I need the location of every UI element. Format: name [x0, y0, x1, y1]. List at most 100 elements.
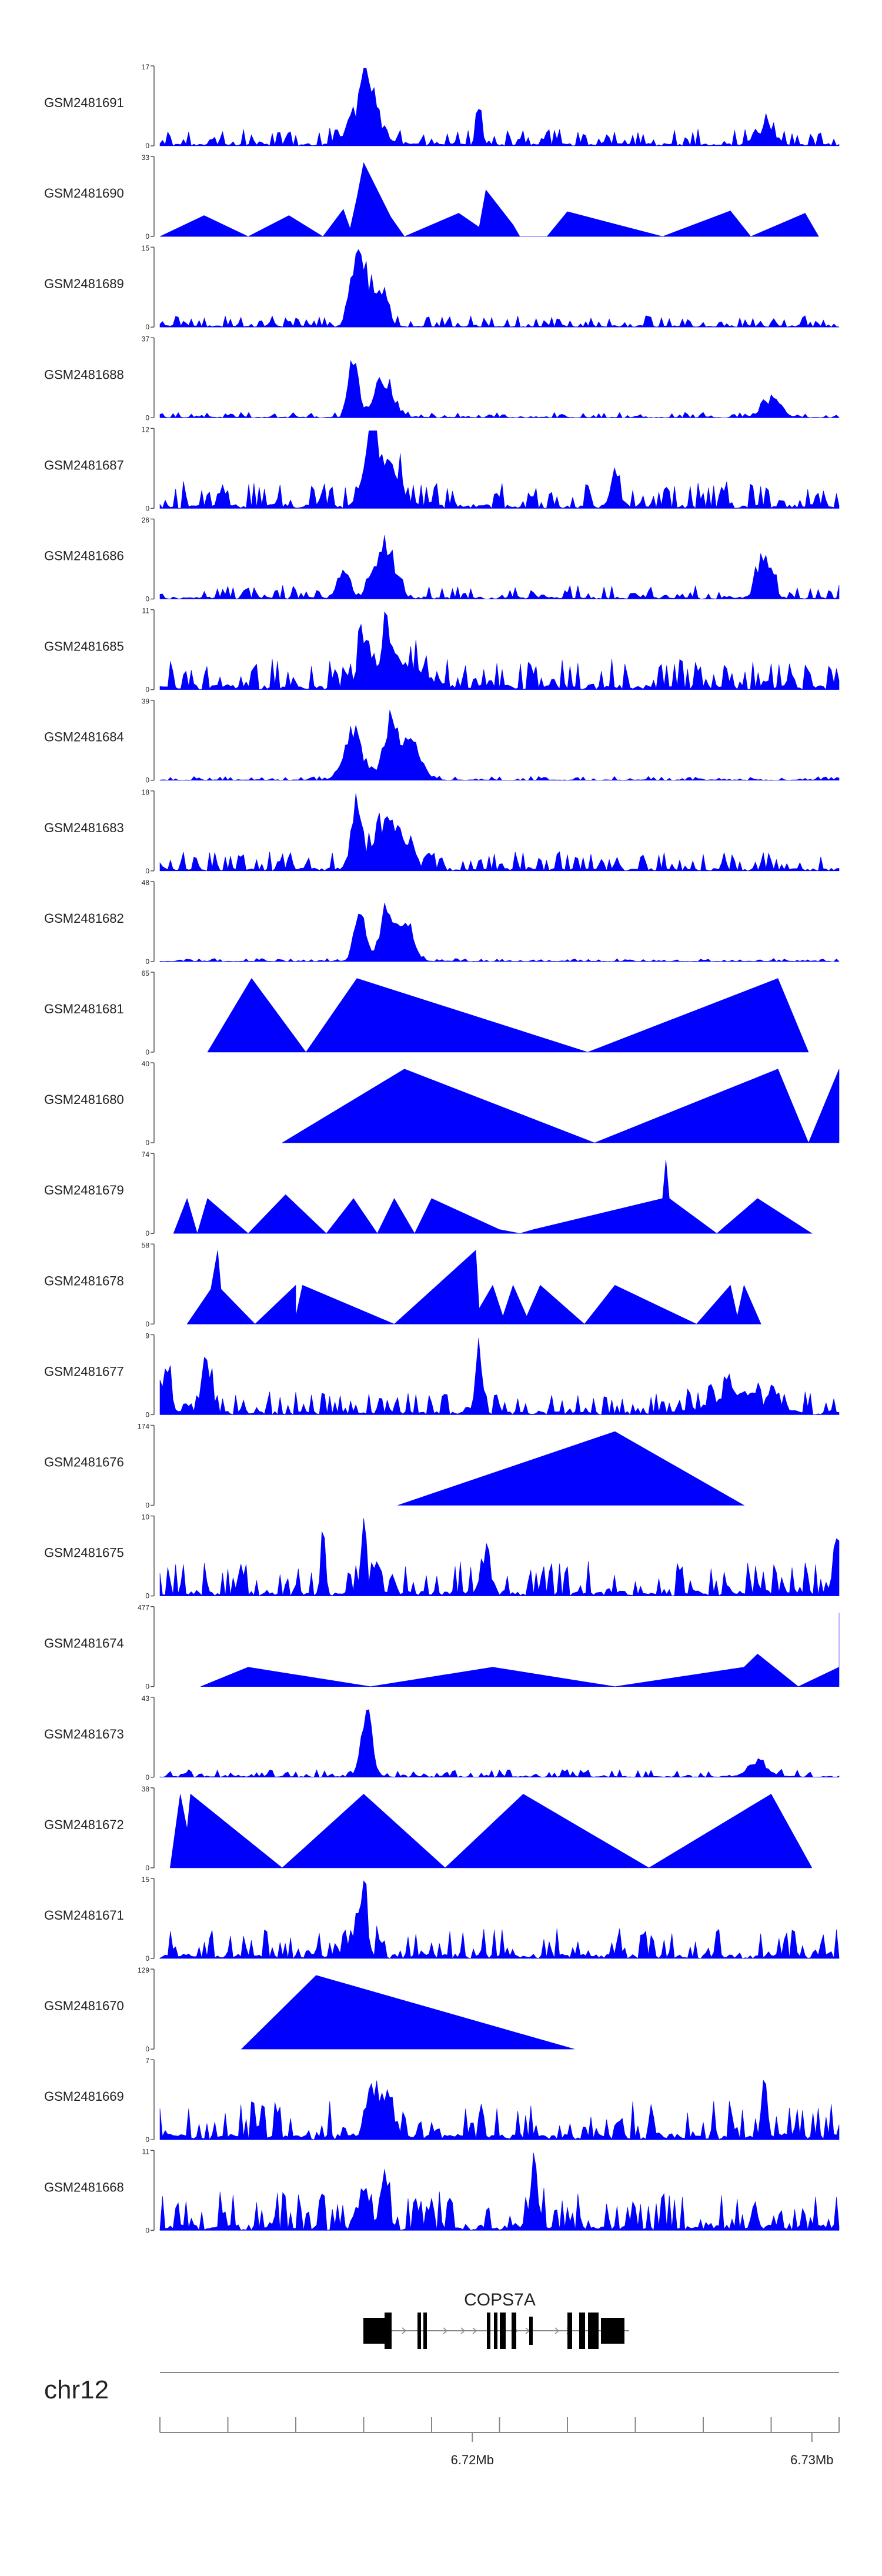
track-ymin-label: 0: [145, 957, 149, 966]
track-signal-area: [397, 1431, 745, 1506]
track-label: GSM2481683: [44, 820, 124, 835]
track-ymax-label: 11: [142, 2147, 150, 2155]
track-label: GSM2481682: [44, 911, 124, 926]
gene-strand-arrow: [402, 2327, 407, 2334]
gene-exon: [500, 2313, 506, 2349]
track-ymin-label: 0: [145, 2135, 149, 2144]
track-label: GSM2481672: [44, 1817, 124, 1832]
track-label: GSM2481691: [44, 95, 124, 110]
track-ymax-label: 48: [142, 879, 150, 887]
track-signal-area: [207, 978, 809, 1053]
gene-exon: [588, 2313, 593, 2349]
track-GSM2481685: GSM2481685 11 0: [44, 607, 840, 694]
gene-exon: [494, 2313, 497, 2349]
track-ymax-label: 38: [142, 1785, 150, 1793]
gene-exon: [423, 2313, 427, 2349]
track-label: GSM2481679: [44, 1183, 124, 1197]
gene-exon: [567, 2313, 572, 2349]
track-GSM2481691: GSM2481691 17 0: [44, 63, 840, 150]
gene-strand-arrow: [554, 2327, 560, 2334]
gene-label: COPS7A: [464, 2290, 536, 2310]
track-ymin-label: 0: [145, 1410, 149, 1419]
track-label: GSM2481689: [44, 276, 124, 291]
track-signal-area: [159, 431, 840, 509]
track-signal-area: [159, 1709, 840, 1778]
track-ymax-label: 26: [142, 516, 150, 525]
axis-tick-label: 6.73Mb: [790, 2452, 833, 2467]
track-ymin-label: 0: [145, 1229, 149, 1237]
track-label: GSM2481671: [44, 1908, 124, 1923]
track-label: GSM2481676: [44, 1455, 124, 1470]
track-ymin-label: 0: [145, 1683, 149, 1691]
track-GSM2481686: GSM2481686 26 0: [44, 516, 840, 603]
track-GSM2481671: GSM2481671 15 0: [44, 1876, 840, 1963]
track-ymin-label: 0: [145, 1954, 149, 1963]
track-signal-area: [159, 793, 840, 872]
gene-exon: [363, 2318, 385, 2344]
track-ymax-label: 174: [138, 1423, 149, 1431]
gene-exon: [417, 2313, 421, 2349]
track-GSM2481675: GSM2481675 10 0: [44, 1513, 840, 1600]
track-signal-area: [240, 1975, 574, 2050]
gene-exon: [385, 2313, 392, 2349]
track-GSM2481687: GSM2481687 12 0: [44, 425, 840, 512]
track-signal-area: [159, 1518, 840, 1597]
track-ymax-label: 7: [145, 2057, 149, 2065]
track-label: GSM2481668: [44, 2180, 124, 2194]
track-ymin-label: 0: [145, 1864, 149, 1872]
track-signal-area: [159, 535, 840, 599]
track-ymin-label: 0: [145, 776, 149, 785]
track-GSM2481680: GSM2481680 40 0: [44, 1060, 840, 1147]
track-ymin-label: 0: [145, 413, 149, 422]
track-signal-area: [159, 710, 840, 781]
track-ymin-label: 0: [145, 232, 149, 241]
axis-tick-label: 6.72Mb: [451, 2452, 494, 2467]
gene-exon: [579, 2313, 585, 2349]
track-GSM2481690: GSM2481690 33 0: [44, 154, 819, 241]
track-GSM2481670: GSM2481670 129 0: [44, 1966, 574, 2053]
gene-exon: [601, 2318, 624, 2344]
track-GSM2481676: GSM2481676 174 0: [44, 1423, 745, 1510]
track-label: GSM2481673: [44, 1727, 124, 1741]
track-ymax-label: 65: [142, 969, 150, 977]
track-ymin-label: 0: [145, 1320, 149, 1328]
track-ymin-label: 0: [145, 686, 149, 694]
track-signal-area: [186, 1250, 761, 1324]
track-ymin-label: 0: [145, 504, 149, 512]
track-ymin-label: 0: [145, 1773, 149, 1781]
track-GSM2481681: GSM2481681 65 0: [44, 969, 809, 1056]
track-label: GSM2481670: [44, 1998, 124, 2013]
gene-exon: [487, 2313, 490, 2349]
track-ymax-label: 15: [142, 1876, 150, 1884]
track-signal-area: [159, 360, 840, 418]
track-signal-area: [159, 1880, 840, 1959]
genome-axis: 6.72Mb 6.73Mb: [159, 2417, 840, 2467]
track-label: GSM2481686: [44, 549, 124, 563]
track-label: GSM2481688: [44, 367, 124, 382]
track-label: GSM2481674: [44, 1636, 124, 1651]
coverage-tracks: GSM2481691170GSM2481690330GSM2481689150G…: [44, 63, 840, 2234]
track-ymin-label: 0: [145, 2045, 149, 2053]
track-ymax-label: 129: [138, 1966, 149, 1974]
chromosome-label: chr12: [44, 2375, 109, 2404]
track-signal-area: [281, 1069, 840, 1143]
gene-strand-arrow: [460, 2327, 466, 2334]
gene-strand-arrow: [443, 2327, 448, 2334]
gene-model: [363, 2313, 629, 2349]
track-ymin-label: 0: [145, 1139, 149, 1147]
track-ymax-label: 40: [142, 1060, 150, 1068]
track-GSM2481678: GSM2481678 58 0: [44, 1241, 761, 1328]
track-ymin-label: 0: [145, 323, 149, 331]
track-GSM2481683: GSM2481683 18 0: [44, 788, 840, 875]
track-GSM2481669: GSM2481669 7 0: [44, 2057, 840, 2144]
track-ymax-label: 33: [142, 154, 150, 162]
gene-exon: [595, 2313, 599, 2349]
track-GSM2481677: GSM2481677 9 0: [44, 1332, 840, 1419]
track-ymax-label: 11: [142, 607, 150, 615]
track-GSM2481674: GSM2481674 477 0: [44, 1604, 840, 1691]
track-label: GSM2481669: [44, 2089, 124, 2104]
track-label: GSM2481681: [44, 1002, 124, 1016]
track-signal-area: [159, 611, 840, 690]
track-ymin-label: 0: [145, 2226, 149, 2234]
